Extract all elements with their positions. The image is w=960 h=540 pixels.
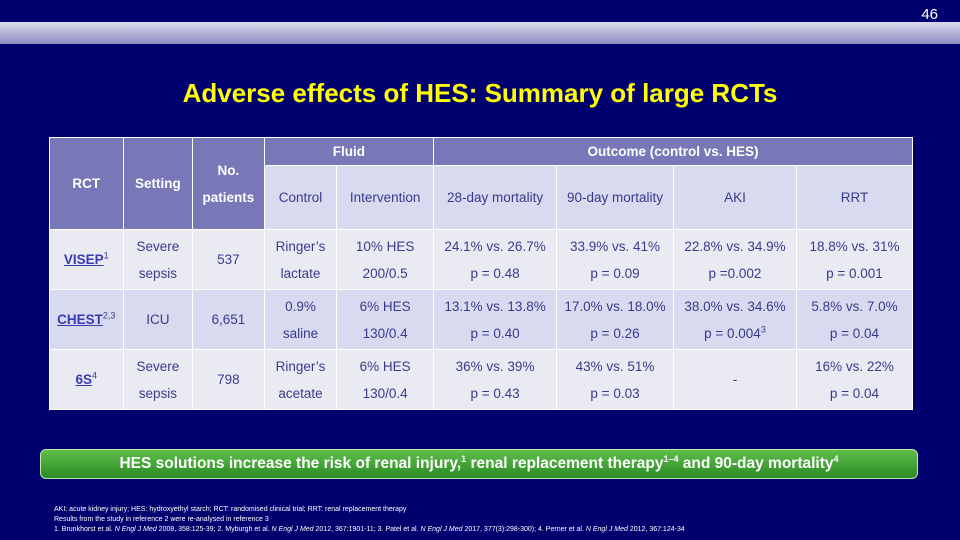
p-value: p = 0.03	[590, 385, 640, 401]
journal: N Engl J Med	[114, 526, 157, 533]
value: 36% vs. 39%	[455, 358, 535, 374]
reference-sup: 4	[92, 370, 98, 381]
rct-cell[interactable]: CHEST2,3	[49, 289, 124, 350]
p-value: p = 0.001	[826, 265, 883, 281]
header-aki: AKI	[672, 165, 797, 230]
header-setting: Setting	[122, 137, 194, 230]
value: 33.9% vs. 41%	[569, 238, 661, 254]
rct-link-6s[interactable]: 6S	[75, 372, 93, 387]
intervention-cell: 6% HES 130/0.4	[336, 349, 435, 410]
p-value: p = 0.26	[590, 325, 640, 341]
value: 17.0% vs. 18.0%	[564, 298, 666, 314]
value: 24.1% vs. 26.7%	[444, 238, 546, 254]
mortality90-cell: 43% vs. 51% p = 0.03	[556, 349, 674, 410]
ref-text: 1. Brunkhorst et al.	[54, 526, 115, 533]
reference-sup: 1–4	[663, 453, 679, 464]
ref-text: 2012, 367:124-34	[627, 526, 685, 533]
banner-text: and 90-day mortality	[678, 455, 834, 472]
mortality28-cell: 36% vs. 39% p = 0.43	[433, 349, 558, 410]
header-no-patients: No. patients	[192, 137, 265, 230]
p-value: p = 0.004	[704, 325, 761, 341]
p-value: p = 0.40	[470, 325, 520, 341]
reference-sup: 2,3	[102, 310, 116, 321]
mortality28-cell: 24.1% vs. 26.7% p = 0.48	[433, 229, 558, 290]
rct-cell[interactable]: 6S4	[49, 349, 124, 410]
header-rrt: RRT	[795, 165, 914, 230]
banner-text: HES solutions increase the risk of renal…	[119, 455, 462, 472]
p-value: p = 0.43	[470, 385, 520, 401]
mortality90-cell: 33.9% vs. 41% p = 0.09	[556, 229, 674, 290]
value: 43% vs. 51%	[575, 358, 655, 374]
ref-text: 2017, 377(3):298-300); 4. Perner et al.	[462, 526, 586, 533]
ref-text: 2008, 358:125-39; 2. Myburgh et al.	[156, 526, 272, 533]
p-value: p = 0.09	[590, 265, 640, 281]
journal: N Engl J Med	[271, 526, 314, 533]
setting-cell: Severe sepsis	[122, 349, 194, 410]
setting-cell: Severe sepsis	[122, 229, 194, 290]
value: 22.8% vs. 34.9%	[684, 238, 786, 254]
header-rct: RCT	[49, 137, 124, 230]
value: 18.8% vs. 31%	[809, 238, 900, 254]
rct-link-visep[interactable]: VISEP	[63, 252, 104, 267]
rrt-cell: 18.8% vs. 31% p = 0.001	[795, 229, 914, 290]
rrt-cell: 5.8% vs. 7.0% p = 0.04	[795, 289, 914, 350]
reanalysis-note: Results from the study in reference 2 we…	[54, 516, 269, 523]
patients-cell: 798	[192, 349, 265, 410]
banner-text: renal replacement therapy	[466, 455, 664, 472]
table-row: CHEST2,3 ICU 6,651 0.9% saline 6% HES 13…	[49, 289, 914, 350]
table-row: 6S4 Severe sepsis 798 Ringer’s acetate 6…	[49, 349, 914, 410]
p-value: p = 0.04	[829, 325, 880, 341]
key-message-banner: HES solutions increase the risk of renal…	[40, 449, 918, 479]
rct-cell[interactable]: VISEP1	[49, 229, 124, 290]
control-cell: Ringer’s lactate	[263, 229, 338, 290]
patients-cell: 537	[192, 229, 265, 290]
value: 38.0% vs. 34.6%	[684, 298, 786, 314]
header-outcome: Outcome (control vs. HES)	[433, 137, 913, 166]
header-control: Control	[263, 165, 338, 230]
rct-link-chest[interactable]: CHEST	[57, 312, 103, 327]
ref-text: 2012, 367:1901-11; 3. Patel et al.	[313, 526, 421, 533]
rct-summary-table: RCT Setting No. patients Fluid Outcome (…	[49, 137, 914, 410]
header-90day-mortality: 90-day mortality	[556, 165, 674, 230]
value: 13.1% vs. 13.8%	[444, 298, 546, 314]
header-28day-mortality: 28-day mortality	[433, 165, 558, 230]
intervention-cell: 10% HES 200/0.5	[336, 229, 435, 290]
p-value: p = 0.04	[829, 385, 880, 401]
aki-cell: -	[672, 349, 797, 410]
journal: N Engl J Med	[420, 526, 463, 533]
aki-cell: 38.0% vs. 34.6% p = 0.0043	[672, 289, 797, 350]
value: 16% vs. 22%	[815, 358, 894, 374]
p-value: p =0.002	[708, 265, 762, 281]
aki-cell: 22.8% vs. 34.9% p =0.002	[672, 229, 797, 290]
header-intervention: Intervention	[336, 165, 435, 230]
journal: N Engl J Med	[585, 526, 628, 533]
intervention-cell: 6% HES 130/0.4	[336, 289, 435, 350]
p-value: p = 0.48	[470, 265, 520, 281]
references: 1. Brunkhorst et al. N Engl J Med 2008, …	[54, 525, 934, 535]
header-fluid: Fluid	[263, 137, 435, 166]
rrt-cell: 16% vs. 22% p = 0.04	[795, 349, 914, 410]
table-row: VISEP1 Severe sepsis 537 Ringer’s lactat…	[49, 229, 914, 290]
control-cell: 0.9% saline	[263, 289, 338, 350]
header-band	[0, 22, 960, 44]
mortality90-cell: 17.0% vs. 18.0% p = 0.26	[556, 289, 674, 350]
value: 5.8% vs. 7.0%	[811, 298, 898, 314]
setting-cell: ICU	[122, 289, 194, 350]
footnotes: AKI: acute kidney injury; HES: hydroxyet…	[54, 505, 934, 535]
slide-number: 46	[921, 6, 938, 23]
rct-summary-table-wrap: RCT Setting No. patients Fluid Outcome (…	[49, 137, 914, 410]
abbreviations-note: AKI: acute kidney injury; HES: hydroxyet…	[54, 506, 407, 513]
patients-cell: 6,651	[192, 289, 265, 350]
reference-sup: 1	[461, 453, 467, 464]
reference-sup: 1	[103, 250, 109, 261]
value: -	[732, 372, 738, 387]
reference-sup: 3	[760, 324, 766, 334]
mortality28-cell: 13.1% vs. 13.8% p = 0.40	[433, 289, 558, 350]
control-cell: Ringer’s acetate	[263, 349, 338, 410]
slide-title: Adverse effects of HES: Summary of large…	[182, 78, 778, 108]
reference-sup: 4	[833, 453, 839, 464]
